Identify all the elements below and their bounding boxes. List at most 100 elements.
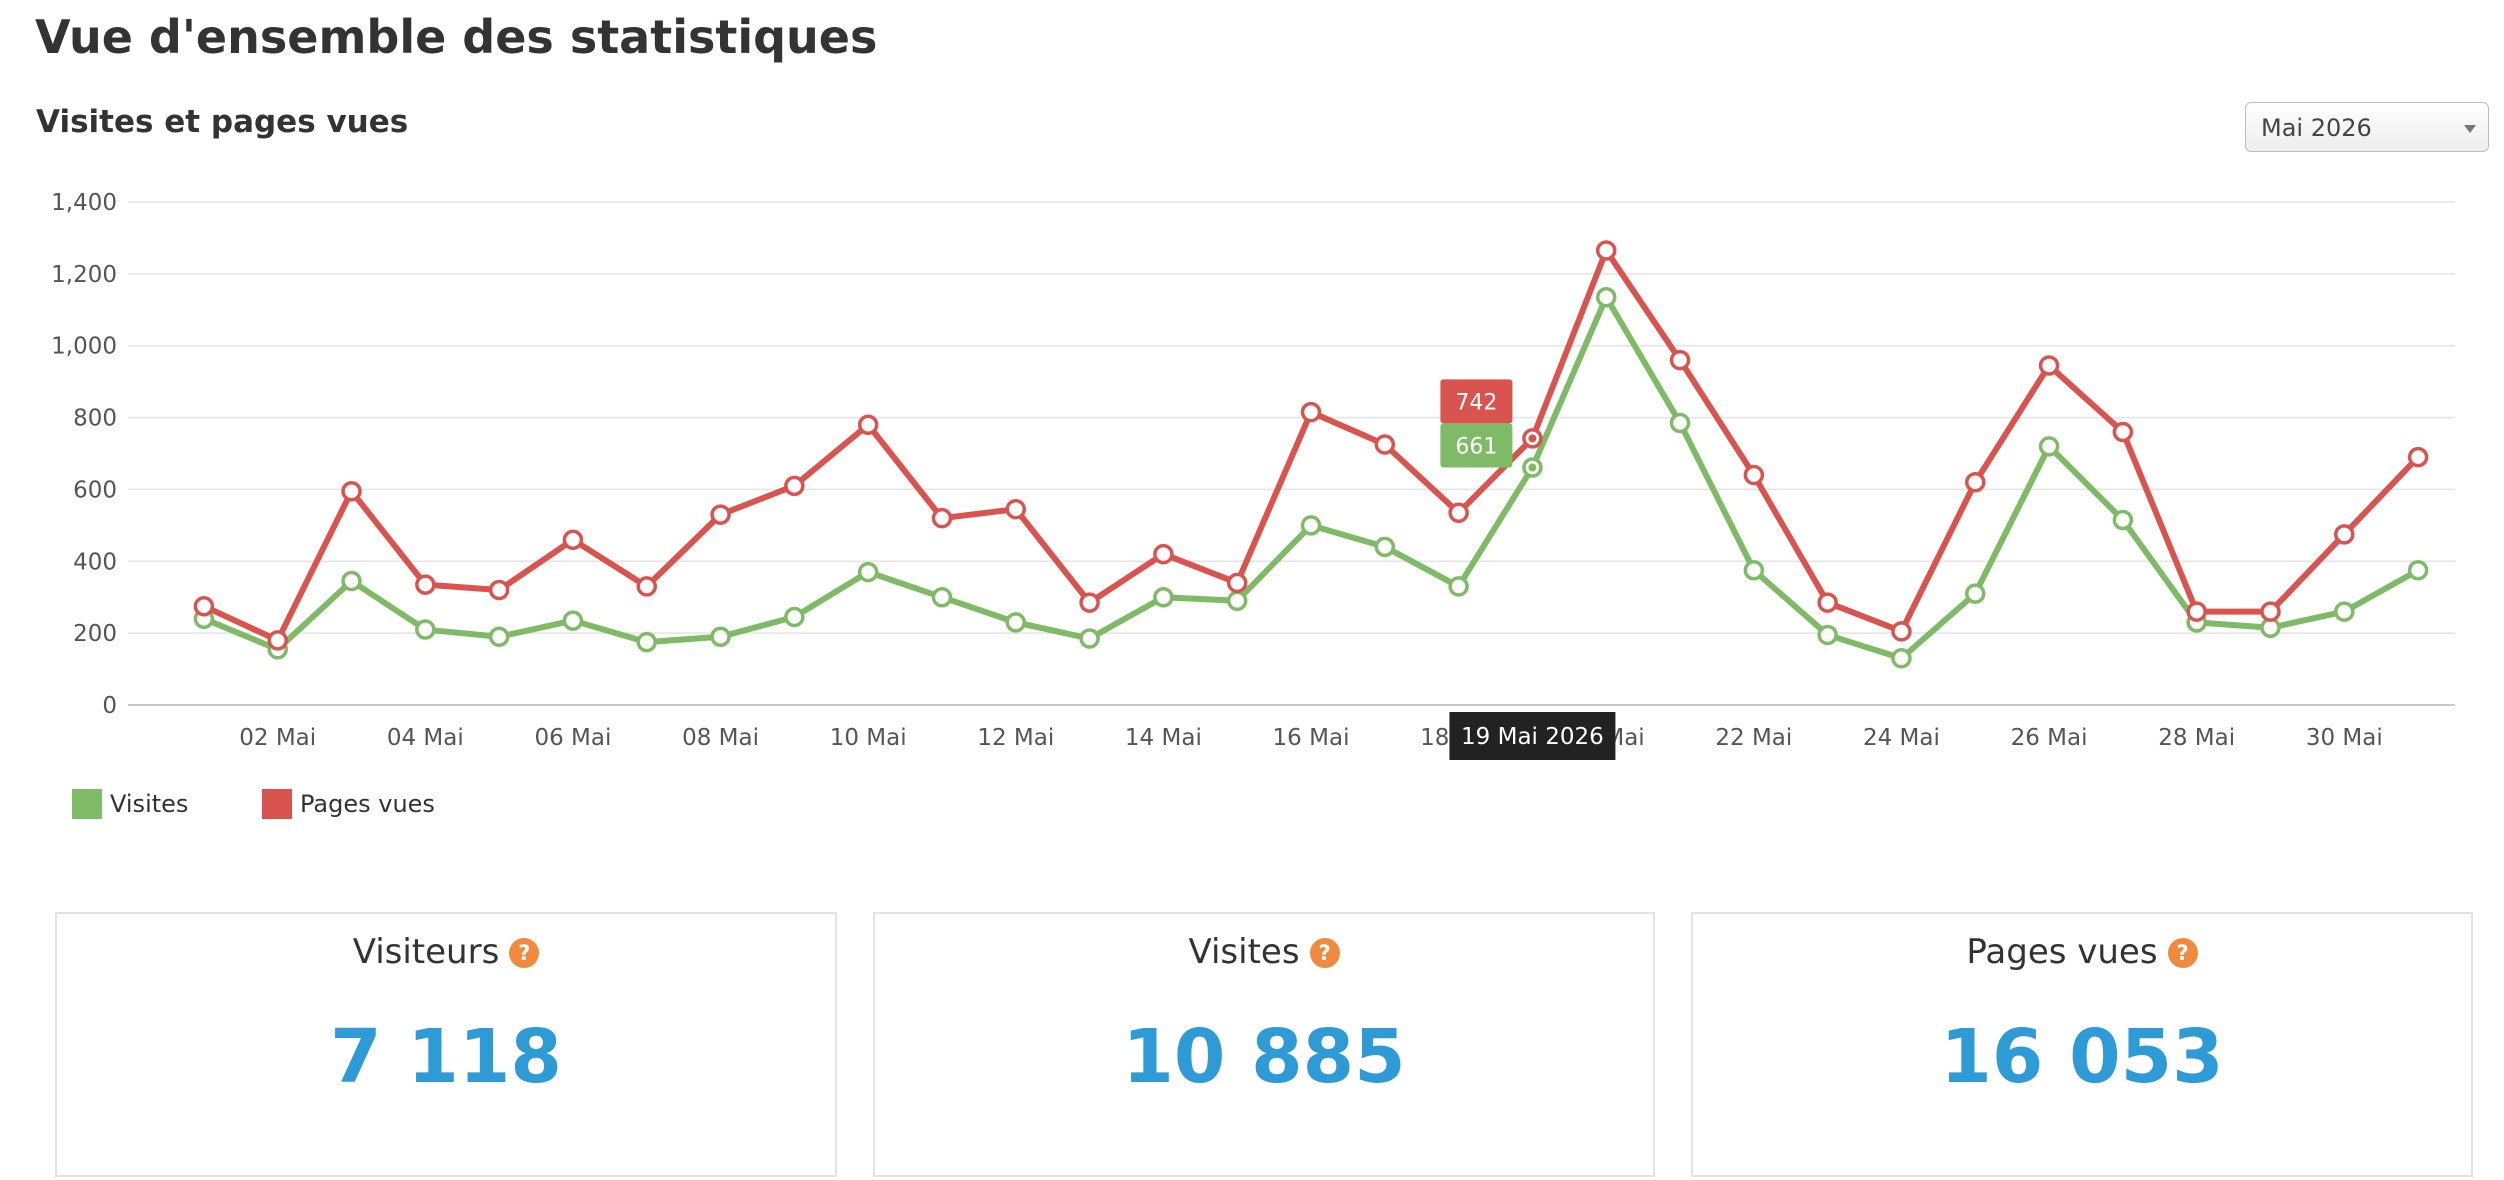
hover-point bbox=[1528, 463, 1537, 472]
x-tick-label: 06 Mai bbox=[534, 725, 611, 751]
y-tick-label: 600 bbox=[73, 477, 117, 503]
data-point-visites bbox=[857, 561, 879, 583]
y-tick-label: 1,000 bbox=[51, 334, 117, 360]
x-tick-label: 24 Mai bbox=[1863, 725, 1940, 751]
data-point-pages-vues bbox=[2038, 355, 2060, 376]
data-point-visites bbox=[1005, 612, 1027, 633]
data-point-pages-vues bbox=[857, 414, 879, 436]
data-point-pages-vues bbox=[1005, 498, 1027, 520]
data-point-visites bbox=[562, 610, 584, 631]
data-point-pages-vues bbox=[2112, 421, 2134, 443]
tooltip-date-box bbox=[1449, 712, 1616, 760]
data-point-visites bbox=[1595, 286, 1617, 308]
chevron-down-icon bbox=[2464, 125, 2476, 133]
y-tick-label: 1,400 bbox=[51, 190, 117, 216]
data-point-pages-vues bbox=[2260, 601, 2281, 622]
chart-section-title: Visites et pages vues bbox=[36, 104, 409, 140]
data-point-visites bbox=[1448, 576, 1469, 597]
y-tick-label: 400 bbox=[73, 549, 117, 575]
data-point-pages-vues bbox=[636, 576, 657, 597]
data-point-pages-vues bbox=[1595, 240, 1617, 261]
month-select[interactable]: Mai 2026 bbox=[2245, 102, 2489, 152]
data-point-visites bbox=[1965, 583, 1986, 604]
x-tick-label: 08 Mai bbox=[682, 725, 759, 751]
y-tick-label: 0 bbox=[102, 693, 117, 719]
x-tick-label: 16 Mai bbox=[1273, 725, 1350, 751]
page-title: Vue d'ensemble des statistiques bbox=[35, 10, 878, 64]
data-point-visites bbox=[1669, 412, 1691, 434]
stat-card-pages-vues: Pages vues? 16 053 bbox=[1691, 912, 2473, 1177]
data-point-visites bbox=[2407, 560, 2429, 581]
data-point-visites bbox=[488, 626, 510, 647]
x-tick-label: 12 Mai bbox=[977, 725, 1054, 751]
data-point-visites bbox=[1817, 624, 1838, 646]
tooltip-value: 661 bbox=[1455, 435, 1497, 460]
x-tick-label: 04 Mai bbox=[387, 725, 464, 751]
series-line-visites bbox=[200, 294, 2422, 662]
y-tick-label: 800 bbox=[73, 406, 117, 432]
data-point-pages-vues bbox=[341, 480, 362, 502]
tooltip-value-badge bbox=[1440, 423, 1513, 468]
stat-card-header: Visites? bbox=[875, 932, 1653, 972]
x-tick-label: 22 Mai bbox=[1715, 725, 1792, 751]
data-point-pages-vues bbox=[1153, 543, 1174, 565]
data-point-pages-vues bbox=[1891, 621, 1912, 642]
data-point-pages-vues bbox=[710, 504, 731, 525]
data-point-visites bbox=[1226, 590, 1248, 612]
hover-point bbox=[1528, 434, 1537, 443]
stat-value-visites: 10 885 bbox=[1122, 1014, 1406, 1100]
x-tick-label: 02 Mai bbox=[239, 725, 316, 751]
data-point-pages-vues bbox=[562, 529, 584, 550]
x-tick-label: 26 Mai bbox=[2011, 725, 2088, 751]
y-tick-label: 200 bbox=[73, 621, 117, 647]
data-point-pages-vues bbox=[267, 630, 288, 651]
help-icon[interactable]: ? bbox=[509, 938, 540, 968]
data-point-pages-vues bbox=[2407, 446, 2429, 468]
legend-swatch-pages-vues bbox=[262, 789, 292, 819]
legend-item-visites[interactable]: Visites bbox=[72, 789, 188, 819]
stat-label-pages-vues: Pages vues bbox=[1966, 932, 2158, 972]
data-point-pages-vues bbox=[1743, 464, 1765, 486]
stat-label-visiteurs: Visiteurs bbox=[352, 932, 500, 972]
data-point-visites bbox=[1300, 515, 1322, 536]
series-line-pages-vues bbox=[200, 247, 2422, 644]
x-tick-label: 28 Mai bbox=[2158, 725, 2235, 751]
tooltip-value: 742 bbox=[1455, 390, 1497, 415]
legend-swatch-visites bbox=[72, 789, 102, 819]
stat-card-visites: Visites? 10 885 bbox=[873, 912, 1655, 1177]
data-point-pages-vues bbox=[1817, 592, 1838, 613]
stat-card-header: Visiteurs? bbox=[57, 932, 835, 972]
visits-pageviews-chart: 0 200 400 600 800 1,000 1,200 1,400 02 Mai 04 Mai… bbox=[51, 190, 2455, 760]
data-point-pages-vues bbox=[1300, 401, 1322, 423]
data-point-pages-vues bbox=[2186, 601, 2207, 622]
data-point-pages-vues bbox=[1079, 592, 1100, 613]
tooltip-value-badge bbox=[1440, 379, 1513, 424]
data-point-pages-vues bbox=[488, 579, 510, 601]
data-point-pages-vues bbox=[1448, 502, 1469, 524]
data-point-visites bbox=[784, 606, 805, 628]
stat-label-visites: Visites bbox=[1188, 932, 1300, 972]
data-point-visites bbox=[1374, 536, 1396, 558]
help-icon[interactable]: ? bbox=[2167, 938, 2198, 968]
data-point-visites bbox=[2334, 601, 2355, 622]
data-point-pages-vues bbox=[1226, 572, 1248, 594]
data-point-pages-vues bbox=[931, 507, 953, 529]
legend-label-visites: Visites bbox=[110, 790, 189, 818]
month-select-value: Mai 2026 bbox=[2261, 114, 2372, 142]
data-point-visites bbox=[636, 631, 657, 653]
data-point-visites bbox=[1891, 648, 1912, 669]
legend-item-pages-vues[interactable]: Pages vues bbox=[262, 789, 435, 819]
data-point-visites bbox=[2112, 509, 2134, 531]
x-tick-label: 10 Mai bbox=[830, 725, 907, 751]
data-point-pages-vues bbox=[1965, 471, 1986, 493]
data-point-pages-vues bbox=[784, 475, 805, 497]
data-point-pages-vues bbox=[1669, 349, 1691, 371]
data-point-visites bbox=[1079, 628, 1100, 649]
data-point-pages-vues bbox=[1374, 434, 1396, 455]
x-tick-label: 14 Mai bbox=[1125, 725, 1202, 751]
data-point-visites bbox=[415, 619, 436, 640]
tooltip-date: 19 Mai 2026 bbox=[1461, 724, 1604, 750]
data-point-visites bbox=[2038, 436, 2060, 457]
data-point-pages-vues bbox=[415, 574, 436, 595]
help-icon[interactable]: ? bbox=[1309, 938, 1340, 968]
